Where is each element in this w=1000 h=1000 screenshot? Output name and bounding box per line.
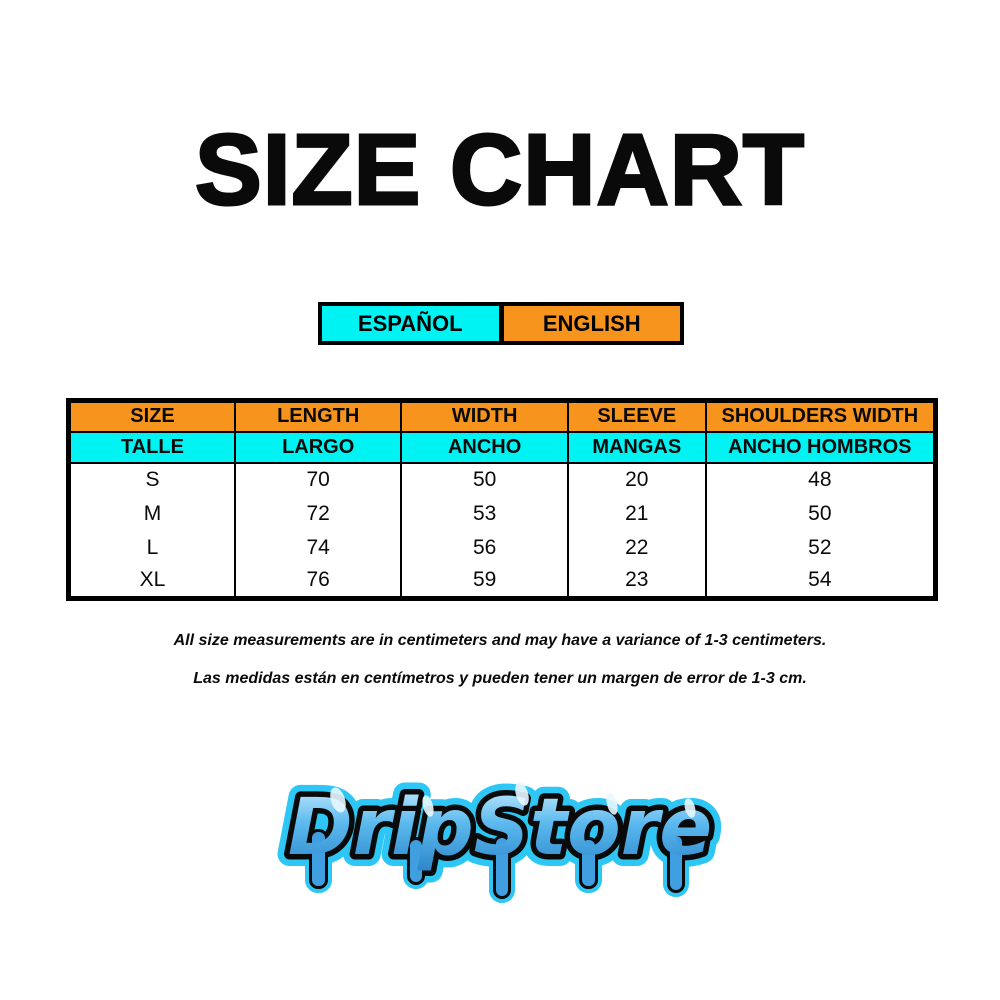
table-cell: 56 xyxy=(400,530,569,565)
table-cell: 74 xyxy=(233,530,403,565)
table-cell: 59 xyxy=(400,564,569,599)
note-spanish: Las medidas están en centímetros y puede… xyxy=(193,670,807,687)
table-row-m: M 72 53 21 50 xyxy=(67,496,937,531)
col-header-talle: TALLE xyxy=(67,431,236,464)
note-english: All size measurements are in centimeters… xyxy=(173,632,827,649)
table-cell: 52 xyxy=(704,530,937,565)
table-cell: 20 xyxy=(566,462,707,497)
size-label: S xyxy=(67,462,236,497)
tab-english[interactable]: ENGLISH xyxy=(503,306,680,341)
table-cell: 21 xyxy=(566,496,707,531)
table-header-english: SIZE LENGTH WIDTH SLEEVE SHOULDERS WIDTH xyxy=(67,400,937,433)
col-header-sleeve: SLEEVE xyxy=(566,400,707,433)
table-cell: 53 xyxy=(400,496,569,531)
size-table: SIZE LENGTH WIDTH SLEEVE SHOULDERS WIDTH… xyxy=(66,398,938,601)
table-cell: 22 xyxy=(566,530,707,565)
col-header-ancho: ANCHO xyxy=(400,431,569,464)
col-header-shoulders-width: SHOULDERS WIDTH xyxy=(704,400,937,433)
language-toggle: ESPAÑOL ENGLISH xyxy=(318,302,684,345)
page-title: SIZE CHART xyxy=(194,114,806,226)
col-header-width: WIDTH xyxy=(400,400,569,433)
table-row-s: S 70 50 20 48 xyxy=(67,462,937,497)
logo-fill-text: DripStore xyxy=(288,783,712,873)
table-cell: 23 xyxy=(566,564,707,599)
tab-espanol[interactable]: ESPAÑOL xyxy=(322,306,499,341)
table-header-spanish: TALLE LARGO ANCHO MANGAS ANCHO HOMBROS xyxy=(67,431,937,464)
table-cell: 72 xyxy=(233,496,403,531)
table-cell: 48 xyxy=(704,462,937,497)
table-cell: 76 xyxy=(233,564,403,599)
size-label: L xyxy=(67,530,236,565)
table-cell: 70 xyxy=(233,462,403,497)
col-header-size: SIZE xyxy=(67,400,236,433)
table-cell: 50 xyxy=(704,496,937,531)
table-cell: 50 xyxy=(400,462,569,497)
dripstore-logo: DripStore DripStore DripStore xyxy=(260,748,740,918)
col-header-mangas: MANGAS xyxy=(566,431,707,464)
table-row-l: L 74 56 22 52 xyxy=(67,530,937,565)
size-label: XL xyxy=(67,564,236,599)
col-header-length: LENGTH xyxy=(233,400,403,433)
dripstore-logo-graphic: DripStore DripStore DripStore xyxy=(276,771,724,903)
table-cell: 54 xyxy=(704,564,937,599)
col-header-ancho-hombros: ANCHO HOMBROS xyxy=(704,431,937,464)
size-label: M xyxy=(67,496,236,531)
table-row-xl: XL 76 59 23 54 xyxy=(67,564,937,599)
col-header-largo: LARGO xyxy=(233,431,403,464)
